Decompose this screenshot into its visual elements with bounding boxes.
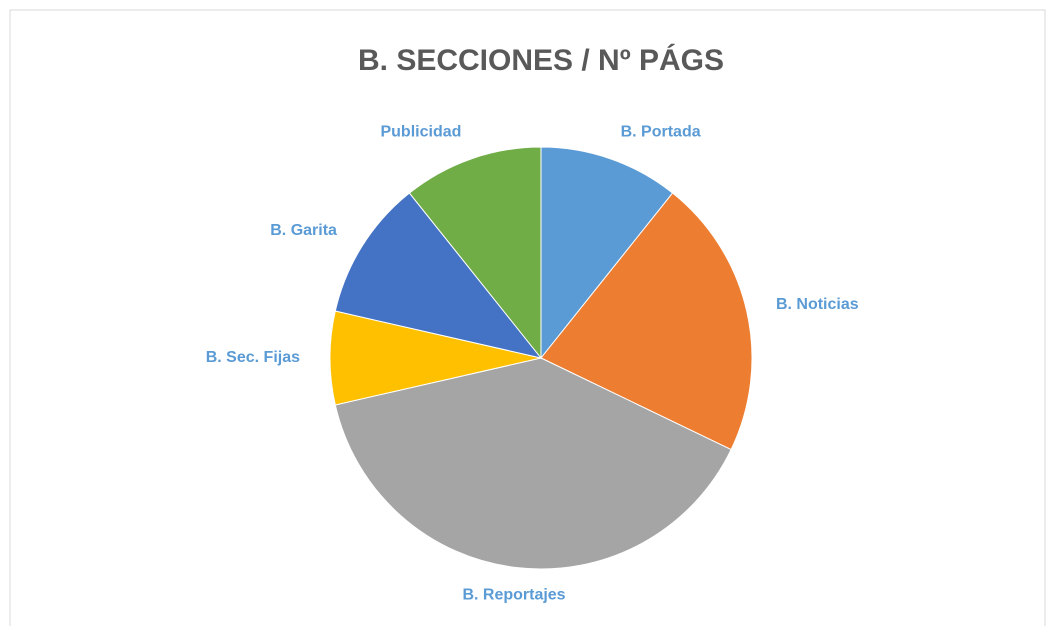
pie-slice — [408, 146, 542, 360]
slice-label: B. Noticias — [776, 296, 859, 313]
slice-label: B. Portada — [621, 124, 701, 141]
slice-label: B. Sec. Fijas — [206, 349, 300, 366]
pie-slice — [540, 146, 674, 360]
slice-label: Publicidad — [380, 124, 461, 141]
slice-label: B. Garita — [270, 222, 337, 239]
slice-label: B. Reportajes — [462, 587, 565, 604]
pie-slice — [540, 192, 753, 451]
pie-slice — [334, 357, 732, 570]
chart-title: B. SECCIONES / Nº PÁGS — [358, 43, 724, 77]
pie-slice — [334, 192, 543, 359]
